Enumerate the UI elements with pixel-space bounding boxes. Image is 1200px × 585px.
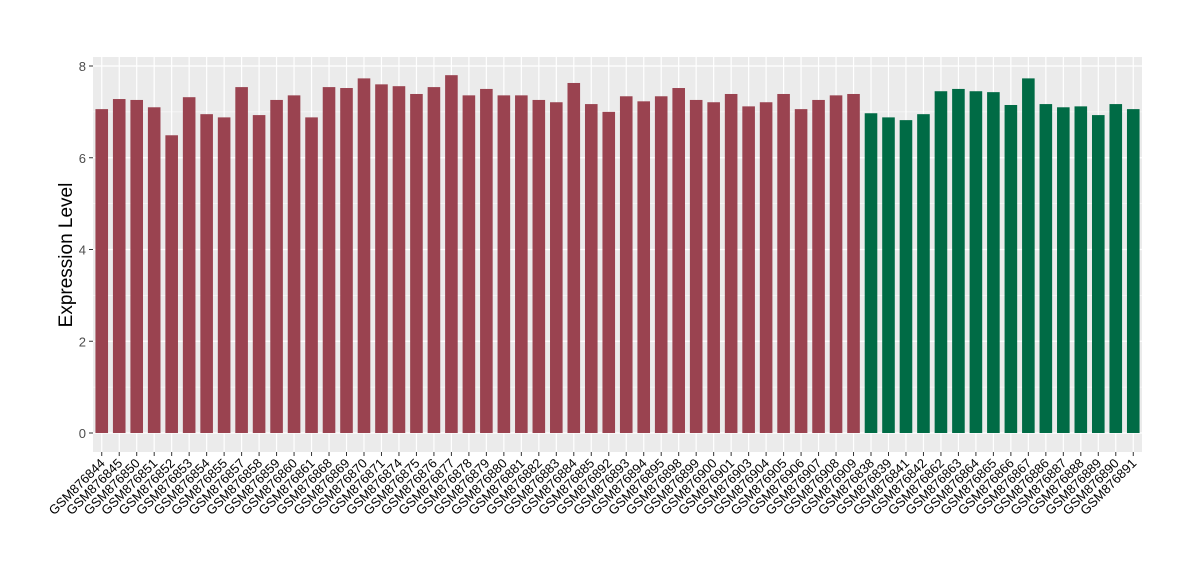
bar — [899, 120, 913, 433]
bar — [550, 102, 563, 434]
bar — [934, 91, 948, 433]
bar — [427, 87, 441, 433]
bar — [1004, 104, 1018, 434]
bar — [654, 96, 668, 433]
bar — [147, 107, 161, 433]
bar — [305, 117, 318, 433]
bar — [95, 109, 109, 433]
x-axis: GSM876844GSM876845GSM876850GSM876851GSM8… — [46, 452, 1139, 518]
y-axis-label: Expression Level — [56, 183, 77, 328]
bar — [1022, 78, 1035, 433]
y-tick-label: 4 — [79, 243, 86, 258]
bar — [515, 95, 528, 434]
bar — [864, 113, 878, 433]
bar — [357, 78, 371, 433]
bar — [287, 95, 301, 434]
bar — [672, 88, 685, 434]
bars — [95, 75, 1140, 434]
bar — [410, 93, 423, 433]
bar — [952, 88, 965, 433]
bar — [497, 95, 511, 434]
bar — [340, 88, 353, 434]
bar — [567, 82, 581, 433]
bar — [969, 91, 983, 433]
bar — [1039, 104, 1053, 434]
bar — [480, 88, 493, 433]
bar — [619, 96, 633, 433]
plot-panel — [93, 57, 1142, 452]
y-tick-label: 0 — [79, 426, 86, 441]
bar — [637, 101, 651, 433]
bar — [130, 99, 144, 433]
y-tick-label: 8 — [79, 59, 86, 74]
bar — [689, 99, 703, 433]
bar — [987, 92, 1000, 434]
bar — [602, 111, 616, 433]
bar — [462, 95, 476, 434]
bar — [794, 109, 808, 433]
bar — [235, 87, 248, 433]
bar — [1074, 106, 1088, 434]
bar — [707, 102, 720, 434]
bar — [777, 93, 790, 433]
bar — [1091, 115, 1105, 434]
bar — [724, 93, 738, 433]
bar — [217, 117, 231, 433]
y-axis: 0 2 4 6 8 — [79, 59, 93, 441]
bar — [759, 102, 773, 434]
bar — [847, 93, 860, 433]
bar — [532, 99, 546, 433]
bar — [917, 114, 930, 433]
bar — [584, 104, 598, 434]
bar — [1126, 109, 1140, 433]
bar — [252, 115, 266, 434]
bar — [112, 99, 126, 433]
bar — [829, 95, 843, 434]
bar — [182, 97, 196, 433]
bar — [1109, 104, 1123, 434]
bar — [270, 99, 283, 433]
bar — [375, 84, 388, 433]
bar — [1057, 107, 1070, 433]
bar — [742, 106, 755, 434]
y-tick-label: 2 — [79, 334, 86, 349]
bar — [165, 135, 178, 434]
bar — [200, 114, 213, 433]
bar — [445, 75, 458, 434]
bar — [882, 117, 895, 433]
y-tick-label: 6 — [79, 151, 86, 166]
bar — [392, 86, 406, 433]
bar — [812, 99, 825, 433]
bar — [322, 87, 336, 433]
